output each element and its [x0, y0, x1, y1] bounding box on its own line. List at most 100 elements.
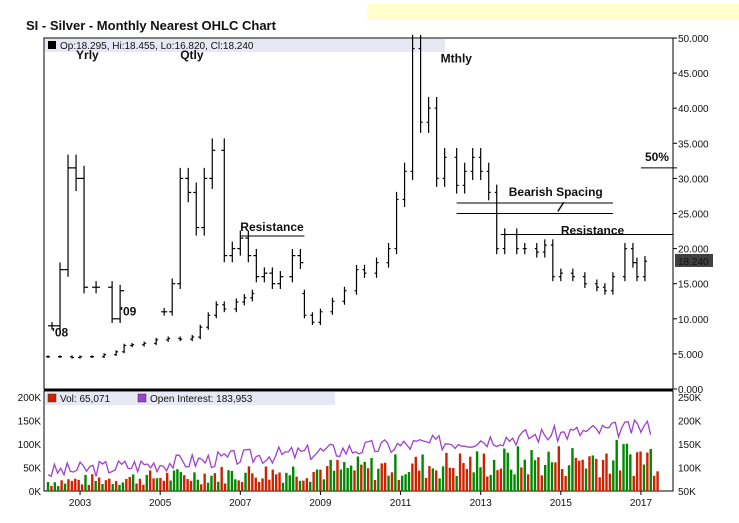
volume-bar — [251, 473, 254, 491]
volume-bar — [63, 483, 67, 491]
volume-bar — [230, 470, 234, 491]
volume-bar — [278, 472, 281, 491]
volume-bar — [605, 453, 608, 491]
volume-bar — [526, 474, 530, 491]
volume-bar — [240, 482, 244, 491]
volume-bar — [220, 466, 223, 491]
volume-bar — [421, 454, 424, 491]
volume-bar — [162, 480, 165, 491]
volume-bar — [557, 446, 561, 491]
volume-bar — [91, 474, 94, 491]
volume-bar — [53, 482, 57, 491]
volume-bar — [186, 479, 189, 491]
annotation-8: 50% — [645, 150, 669, 164]
price-tick-label-7: 35.000 — [678, 139, 709, 150]
volume-left-tick-3: 150K — [18, 417, 42, 428]
annotation-2: Mthly — [441, 52, 473, 66]
volume-bar — [295, 476, 298, 491]
volume-bar — [114, 481, 118, 491]
price-tick-label-8: 40.000 — [678, 104, 709, 115]
price-tick-label-4: 20.000 — [678, 245, 709, 256]
volume-bar — [458, 453, 462, 491]
volume-bar — [172, 470, 176, 491]
annotation-5: Resistance — [240, 220, 304, 234]
volume-bar — [101, 483, 104, 491]
volume-bar — [400, 475, 404, 491]
volume-legend-band — [45, 392, 335, 405]
volume-bar — [363, 461, 366, 491]
volume-bar — [145, 474, 148, 491]
volume-bar — [46, 482, 50, 491]
volume-bar — [414, 456, 417, 491]
annotation-6: Bearish Spacing — [509, 185, 603, 199]
volume-bar — [543, 465, 547, 491]
volume-bar — [165, 472, 169, 491]
volume-bar — [472, 472, 475, 491]
volume-bar — [503, 448, 506, 491]
volume-bar — [550, 462, 554, 491]
volume-bar — [618, 470, 622, 491]
volume-bar — [332, 470, 336, 491]
volume-bar — [404, 474, 407, 491]
volume-bar — [554, 462, 557, 491]
price-legend-text: Op:18.295, Hi:18.455, Lo:16.820, Cl:18.2… — [60, 41, 254, 52]
volume-bar — [649, 448, 652, 491]
volume-bar — [111, 483, 114, 491]
x-tick-label-6: 2015 — [550, 498, 573, 509]
price-tick-label-2: 10.000 — [678, 315, 709, 326]
volume-bar — [268, 479, 271, 491]
price-tick-label-0: 0.000 — [678, 385, 703, 396]
volume-bar — [547, 451, 550, 491]
volume-bar — [57, 486, 60, 491]
volume-bar — [383, 462, 387, 491]
volume-bar — [431, 468, 435, 491]
volume-bar — [128, 476, 131, 491]
volume-bar — [309, 481, 312, 491]
volume-bar — [189, 480, 193, 491]
volume-bar — [475, 451, 479, 491]
volume-bar — [438, 478, 441, 491]
volume-bar — [349, 465, 353, 491]
volume-bar — [561, 469, 564, 491]
volume-bar — [223, 483, 227, 491]
volume-bar — [615, 439, 618, 491]
bearish-spacing-mark — [557, 201, 565, 212]
price-tick-label-9: 45.000 — [678, 69, 709, 80]
oi-right-tick-0: 50K — [678, 487, 696, 498]
volume-bar — [598, 477, 601, 491]
volume-bar — [652, 475, 656, 491]
annotation-4: '09 — [120, 304, 137, 318]
volume-bar — [121, 482, 125, 491]
volume-bar — [435, 470, 438, 491]
volume-bar — [193, 472, 196, 491]
price-tick-label-6: 30.000 — [678, 174, 709, 185]
volume-bar — [601, 459, 605, 491]
volume-left-tick-2: 100K — [18, 440, 42, 451]
volume-bar — [608, 473, 612, 491]
volume-left-tick-0: 0K — [29, 487, 42, 498]
volume-bar — [584, 468, 588, 491]
volume-bar — [74, 478, 77, 491]
volume-bar — [254, 477, 257, 491]
volume-bar — [642, 464, 646, 491]
oi-right-tick-3: 200K — [678, 417, 702, 428]
volume-bar — [424, 477, 428, 491]
volume-bar — [213, 473, 217, 491]
volume-bar — [373, 479, 377, 491]
volume-bar — [465, 468, 469, 491]
volume-bar — [612, 460, 615, 491]
purple-square-icon — [137, 393, 147, 403]
volume-bar — [588, 456, 591, 491]
volume-bar — [492, 460, 496, 491]
volume-bar — [97, 477, 101, 491]
volume-bar — [417, 470, 421, 491]
volume-bar — [462, 463, 465, 491]
volume-bar — [244, 472, 247, 491]
volume-bar — [407, 472, 411, 491]
volume-bar — [513, 474, 516, 491]
volume-bar — [564, 476, 567, 491]
volume-bar — [285, 472, 288, 491]
volume-bar — [142, 484, 145, 491]
volume-bar — [366, 468, 370, 491]
